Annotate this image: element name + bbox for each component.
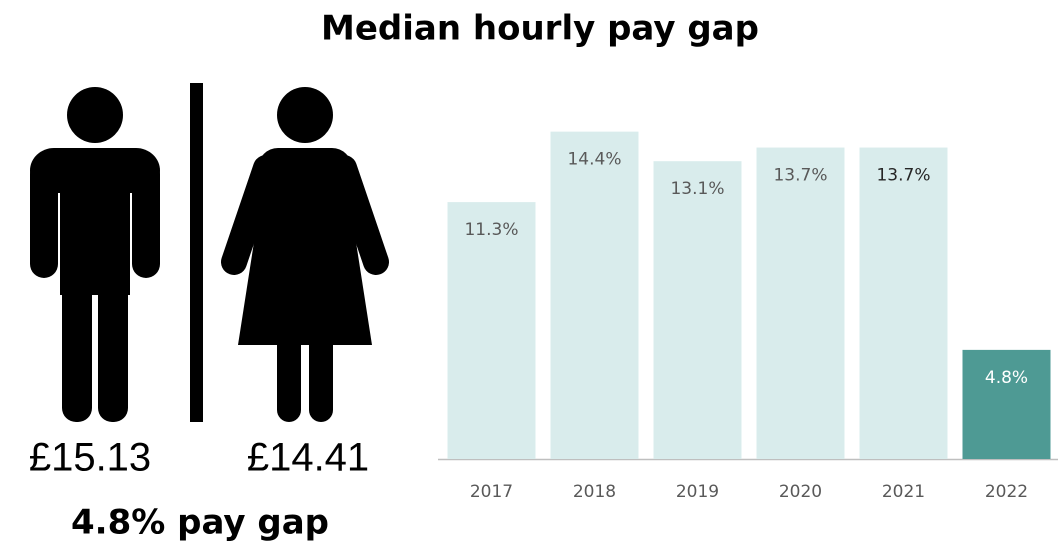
divider (190, 83, 203, 422)
chart-title: Median hourly pay gap (321, 9, 759, 49)
bar (756, 147, 845, 459)
man-icon (30, 87, 160, 422)
woman-icon (221, 87, 389, 422)
bar (859, 147, 948, 459)
x-tick-label: 2018 (573, 482, 616, 502)
female-pay: £14.41 (247, 436, 369, 480)
data-label: 4.8% (985, 368, 1028, 388)
data-label: 13.7% (773, 166, 827, 186)
x-tick-label: 2017 (470, 482, 513, 502)
x-tick-label: 2020 (779, 482, 822, 502)
data-label: 11.3% (464, 220, 518, 240)
bar (550, 131, 639, 459)
bar (653, 161, 742, 459)
x-tick-label: 2021 (882, 482, 925, 502)
data-label: 13.1% (670, 179, 724, 199)
bar (447, 202, 536, 459)
data-label: 13.7% (876, 166, 930, 186)
data-label: 14.4% (567, 150, 621, 170)
x-tick-label: 2022 (985, 482, 1028, 502)
x-tick-label: 2019 (676, 482, 719, 502)
bar (962, 349, 1051, 459)
male-pay: £15.13 (29, 436, 151, 480)
pay-gap-summary: 4.8% pay gap (71, 503, 329, 543)
